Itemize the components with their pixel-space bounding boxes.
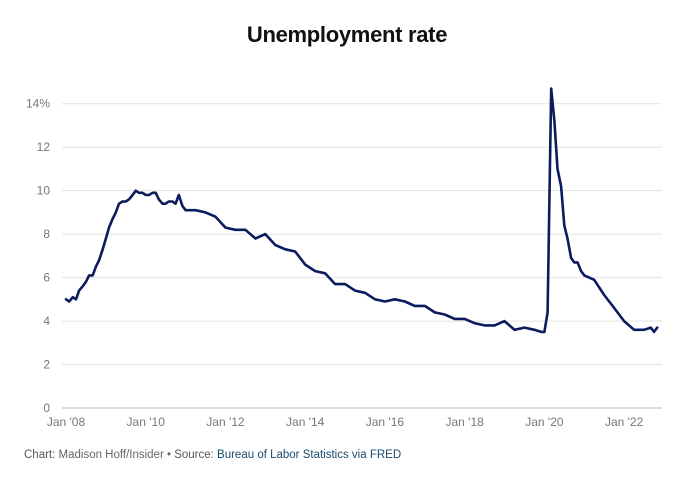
series-line-0 bbox=[64, 87, 659, 334]
y-tick-label: 0 bbox=[43, 401, 50, 415]
chart-credit-author: Madison Hoff/Insider bbox=[55, 449, 164, 461]
y-tick-label: 14% bbox=[26, 97, 50, 111]
y-tick-label: 8 bbox=[43, 227, 50, 241]
footer-separator: • bbox=[163, 449, 175, 461]
x-tick-label: Jan '16 bbox=[366, 415, 405, 429]
y-tick-label: 10 bbox=[37, 184, 51, 198]
source-label: Source: bbox=[174, 449, 214, 461]
chart-credit-label: Chart: bbox=[24, 449, 56, 461]
x-tick-label: Jan '18 bbox=[445, 415, 484, 429]
y-tick-label: 6 bbox=[43, 271, 50, 285]
x-tick-label: Jan '12 bbox=[206, 415, 245, 429]
y-tick-label: 4 bbox=[43, 314, 50, 328]
x-tick-label: Jan '14 bbox=[286, 415, 325, 429]
chart-title: Unemployment rate bbox=[246, 22, 448, 47]
x-tick-label: Jan '08 bbox=[47, 415, 86, 429]
y-tick-label: 12 bbox=[37, 140, 51, 154]
source-link[interactable]: Bureau of Labor Statistics via FRED bbox=[213, 449, 402, 461]
chart-footer: Chart: Madison Hoff/Insider • Source: Bu… bbox=[24, 449, 401, 461]
x-tick-label: Jan '10 bbox=[127, 415, 166, 429]
x-tick-label: Jan '20 bbox=[525, 415, 564, 429]
x-tick-label: Jan '22 bbox=[605, 415, 644, 429]
y-tick-label: 2 bbox=[43, 358, 50, 372]
